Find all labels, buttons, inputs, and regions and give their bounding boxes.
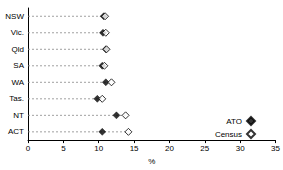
svg-text:Vic.: Vic. [11,28,24,37]
svg-text:NT: NT [13,111,24,120]
svg-text:ACT: ACT [8,127,24,136]
svg-text:35: 35 [271,144,280,153]
svg-text:20: 20 [165,144,174,153]
svg-text:SA: SA [13,61,24,70]
svg-text:25: 25 [200,144,209,153]
svg-text:Census: Census [215,130,242,139]
svg-text:0: 0 [26,144,31,153]
svg-text:WA: WA [11,78,24,87]
svg-text:ATO: ATO [226,117,242,126]
svg-text:5: 5 [61,144,66,153]
svg-text:10: 10 [94,144,103,153]
svg-text:NSW: NSW [5,12,24,21]
svg-text:Qld: Qld [12,45,24,54]
svg-text:Tas.: Tas. [9,94,24,103]
svg-text:30: 30 [236,144,245,153]
svg-text:15: 15 [130,144,139,153]
svg-text:%: % [148,157,155,166]
